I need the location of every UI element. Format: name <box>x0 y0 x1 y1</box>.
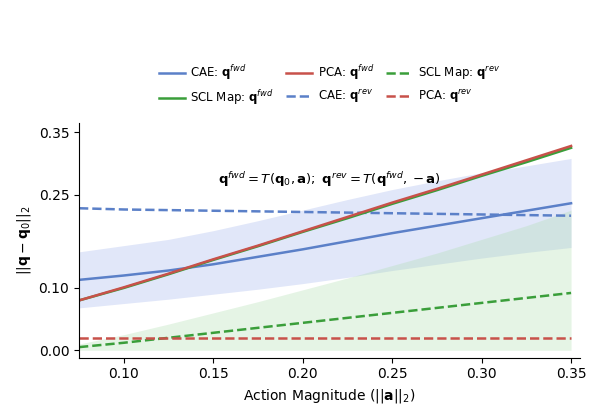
X-axis label: Action Magnitude ($||\mathbf{a}||_2$): Action Magnitude ($||\mathbf{a}||_2$) <box>243 387 416 405</box>
Text: $\mathbf{q}^{fwd} = T(\mathbf{q}_0, \mathbf{a});\;  \mathbf{q}^{rev} = T(\mathbf: $\mathbf{q}^{fwd} = T(\mathbf{q}_0, \mat… <box>218 170 441 189</box>
Legend: CAE: $\mathbf{q}^{fwd}$, SCL Map: $\mathbf{q}^{fwd}$, PCA: $\mathbf{q}^{fwd}$, C: CAE: $\mathbf{q}^{fwd}$, SCL Map: $\math… <box>154 58 505 112</box>
Y-axis label: $||\mathbf{q} - \mathbf{q}_0||_2$: $||\mathbf{q} - \mathbf{q}_0||_2$ <box>15 205 33 275</box>
